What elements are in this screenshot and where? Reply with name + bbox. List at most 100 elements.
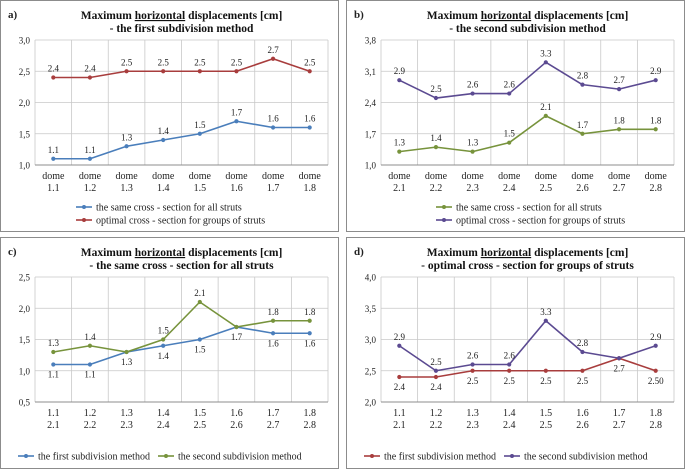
chart-c: c) Maximum horizontal displacements [cm]-… <box>0 237 339 469</box>
data-point <box>51 156 56 161</box>
data-label: 2.6 <box>467 80 479 90</box>
chart-title: Maximum horizontal displacements [cm] <box>427 247 629 259</box>
chart-subtitle: - the same cross - section for all strut… <box>89 260 274 272</box>
data-label: 1.4 <box>84 332 96 342</box>
data-point <box>397 343 402 348</box>
data-label: 2.50 <box>648 376 664 386</box>
data-point <box>470 368 475 373</box>
data-point <box>197 69 202 74</box>
data-point <box>507 140 512 145</box>
data-point <box>507 368 512 373</box>
x-tick-label: 2.7 <box>267 420 280 431</box>
chart-title: Maximum horizontal displacements [cm] <box>81 247 283 259</box>
data-label: 3.3 <box>540 48 552 58</box>
data-point <box>234 119 239 124</box>
data-point <box>433 374 439 380</box>
series-line-1 <box>53 120 310 160</box>
legend-marker <box>442 218 446 222</box>
x-tick-label: 1.5 <box>194 183 207 194</box>
panel-label: c) <box>8 246 17 258</box>
x-tick-label: 1.8 <box>649 408 662 419</box>
series-line-2 <box>398 319 656 372</box>
data-point <box>397 374 402 380</box>
chart-frame <box>0 237 339 469</box>
x-tick-label: 2.1 <box>393 420 406 431</box>
data-label: 2.6 <box>467 351 479 361</box>
data-point <box>580 131 585 136</box>
data-point <box>51 75 56 80</box>
y-tick-label: 0,5 <box>19 398 31 408</box>
data-point <box>653 343 658 348</box>
data-label: 2.1 <box>540 102 551 112</box>
x-tick-label: 2.3 <box>120 420 133 431</box>
data-label: 2.4 <box>430 382 442 392</box>
data-label: 2.9 <box>394 332 406 342</box>
data-point <box>161 69 166 74</box>
chart-title: Maximum horizontal displacements [cm] <box>427 10 629 22</box>
data-point <box>197 299 202 305</box>
y-tick-label: 1,0 <box>365 161 377 171</box>
data-label: 2.5 <box>121 57 133 67</box>
data-label: 1.3 <box>121 132 133 142</box>
data-point <box>87 343 93 348</box>
data-point <box>87 75 93 80</box>
x-tick-label: 1.7 <box>267 408 280 419</box>
data-label: 1.7 <box>231 107 243 117</box>
data-label: 1.5 <box>194 120 206 130</box>
chart-frame <box>346 237 685 469</box>
data-label: 1.6 <box>304 338 316 348</box>
data-point <box>543 113 548 118</box>
x-tick-label: 2.4 <box>503 183 516 194</box>
data-point <box>87 362 93 367</box>
x-tick-label: 2.7 <box>613 420 626 431</box>
x-tick-label: 2.5 <box>540 420 553 431</box>
data-label: 3.3 <box>540 307 552 317</box>
panel-label: a) <box>8 9 18 21</box>
data-label: 2.5 <box>430 357 442 367</box>
y-tick-label: 1,5 <box>19 129 31 139</box>
data-label: 1.4 <box>430 133 442 143</box>
panel-label: b) <box>354 9 364 21</box>
data-label: 1.8 <box>304 307 316 317</box>
chart-frame <box>346 0 685 232</box>
x-tick-label: 2.6 <box>576 183 589 194</box>
data-label: 2.6 <box>504 80 516 90</box>
data-label: 2.8 <box>577 71 589 81</box>
data-label: 2.9 <box>650 332 662 342</box>
data-point <box>161 137 166 143</box>
data-label: 1.6 <box>304 114 316 124</box>
data-point <box>197 131 202 136</box>
x-tick-label: 2.2 <box>430 183 443 194</box>
chart-a: a) Maximum horizontal displacements [cm]-… <box>0 0 339 232</box>
x-tick-label: dome <box>79 171 102 182</box>
data-point <box>87 156 93 161</box>
x-tick-label: 1.1 <box>393 408 406 419</box>
x-tick-label: dome <box>425 171 448 182</box>
x-tick-label: 1.6 <box>576 408 589 419</box>
x-tick-label: dome <box>571 171 594 182</box>
data-label: 2.5 <box>194 57 206 67</box>
x-tick-label: 1.4 <box>503 408 516 419</box>
data-point <box>433 368 439 373</box>
legend-marker <box>24 454 28 458</box>
data-point <box>470 362 475 367</box>
x-tick-label: 1.7 <box>267 183 280 194</box>
data-point <box>653 78 658 83</box>
data-label: 2.1 <box>194 288 205 298</box>
x-tick-label: dome <box>299 171 322 182</box>
legend-marker <box>82 205 86 209</box>
data-label: 1.8 <box>650 115 662 125</box>
data-point <box>307 125 312 130</box>
legend-label: the first subdivision method <box>384 452 496 463</box>
x-tick-label: 2.4 <box>157 420 170 431</box>
legend-marker <box>442 205 446 209</box>
chart-subtitle: - the first subdivision method <box>110 23 254 35</box>
x-tick-label: 2.3 <box>466 420 479 431</box>
legend-marker <box>82 218 86 222</box>
series-line-1 <box>53 326 310 366</box>
x-tick-label: dome <box>225 171 248 182</box>
data-label: 2.7 <box>613 75 625 85</box>
data-point <box>234 324 239 330</box>
data-point <box>234 69 239 74</box>
data-point <box>616 87 622 92</box>
